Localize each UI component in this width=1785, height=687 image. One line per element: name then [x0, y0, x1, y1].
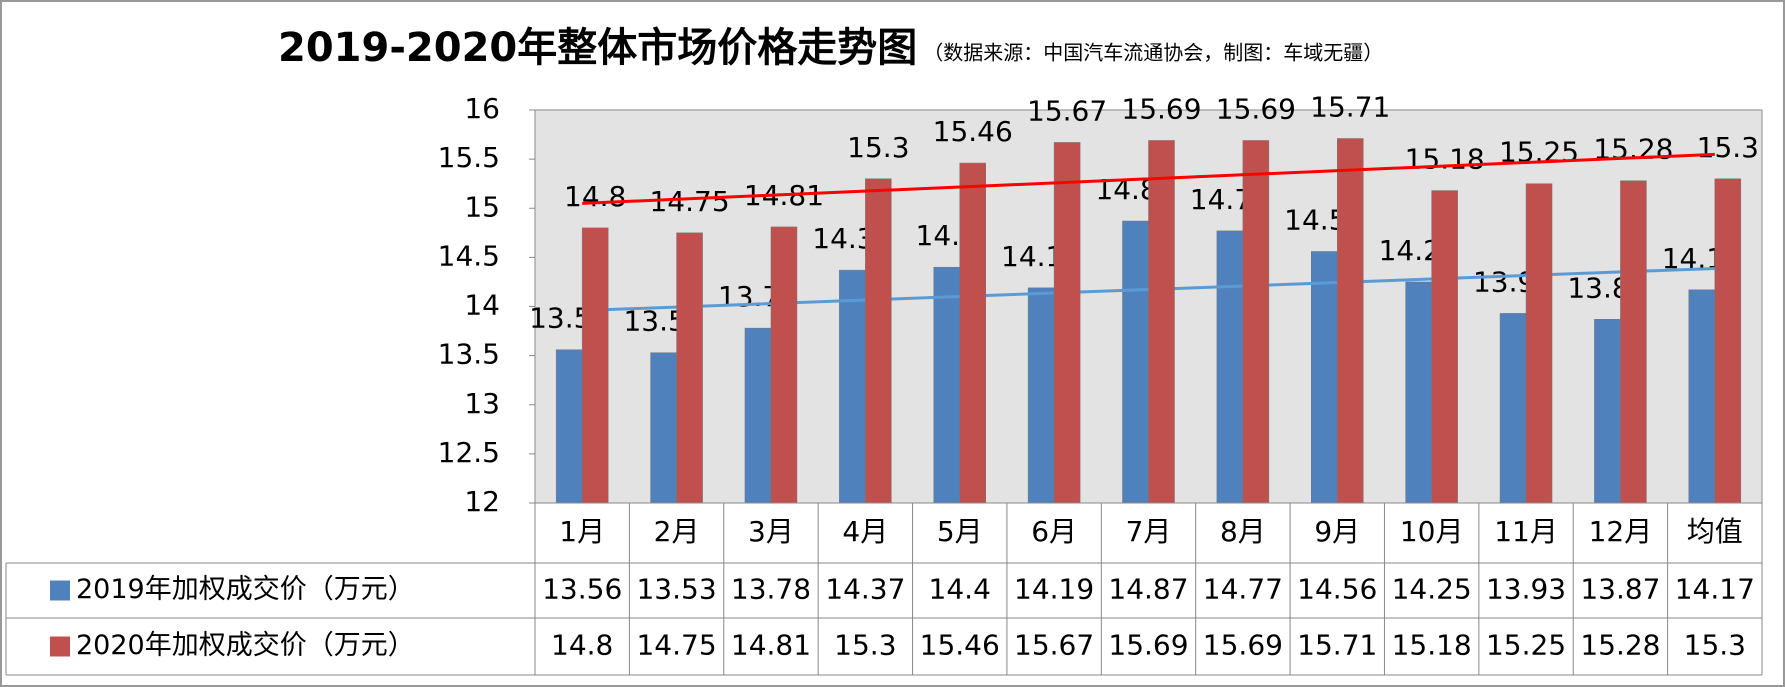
y-tick-label: 13.5: [438, 338, 500, 371]
table-cell: 15.28: [1580, 629, 1660, 662]
x-tick-label: 9月: [1314, 515, 1360, 548]
data-label: 15.28: [1593, 133, 1673, 166]
x-tick-label: 均值: [1687, 515, 1743, 548]
x-tick-label: 4月: [842, 515, 888, 548]
table-cell: 14.37: [825, 573, 905, 606]
table-cell: 14.75: [636, 629, 716, 662]
bar: [1714, 178, 1742, 504]
data-label: 15.3: [847, 131, 909, 164]
table-cell: 14.77: [1203, 573, 1283, 606]
table-cell: 15.18: [1392, 629, 1472, 662]
table-cell: 15.46: [920, 629, 1000, 662]
table-cell: 13.56: [542, 573, 622, 606]
y-tick-label: 15: [464, 190, 500, 223]
bar: [650, 352, 677, 504]
data-label: 15.69: [1216, 92, 1296, 125]
table-cell: 15.25: [1486, 629, 1566, 662]
bar: [581, 227, 609, 504]
table-cell: 14.25: [1392, 573, 1472, 606]
bar: [770, 226, 798, 504]
legend-label: 2020年加权成交价（万元）: [76, 630, 415, 661]
chart-subtitle: （数据来源：中国汽车流通协会，制图：车域无疆）: [923, 41, 1383, 65]
bar: [1216, 230, 1244, 504]
data-label: 15.46: [933, 115, 1013, 148]
x-tick-label: 2月: [654, 515, 700, 548]
table-cell: 15.69: [1108, 629, 1188, 662]
bar: [1311, 251, 1338, 504]
y-tick-label: 14: [464, 289, 500, 322]
x-tick-label: 12月: [1589, 515, 1653, 548]
bar: [1431, 190, 1458, 504]
data-label: 15.18: [1405, 143, 1485, 176]
legend-label: 2019年加权成交价（万元）: [76, 574, 415, 605]
table-cell: 13.53: [636, 573, 716, 606]
y-tick-label: 12.5: [438, 436, 500, 469]
data-label: 15.67: [1027, 94, 1107, 127]
data-label: 15.69: [1121, 92, 1201, 125]
table-cell: 14.4: [929, 573, 991, 606]
y-tick-label: 12: [464, 485, 500, 518]
table-cell: 13.87: [1580, 573, 1660, 606]
x-tick-label: 1月: [559, 515, 605, 548]
table-cell: 15.67: [1014, 629, 1094, 662]
bar: [1620, 180, 1647, 504]
x-tick-label: 3月: [748, 515, 794, 548]
bar: [555, 349, 583, 504]
x-tick-label: 7月: [1126, 515, 1172, 548]
bar: [1242, 140, 1270, 504]
legend-swatch: [50, 580, 70, 601]
bar: [839, 269, 866, 504]
x-tick-label: 8月: [1220, 515, 1266, 548]
y-tick-label: 13: [464, 387, 500, 420]
x-tick-label: 10月: [1400, 515, 1464, 548]
bar: [1148, 140, 1175, 504]
bar: [1594, 319, 1621, 504]
x-tick-label: 6月: [1031, 515, 1077, 548]
bar: [1337, 138, 1364, 504]
chart-title: 2019-2020年整体市场价格走势图: [278, 25, 917, 71]
bar: [959, 162, 986, 504]
y-tick-label: 14.5: [438, 239, 500, 272]
table-cell: 15.3: [834, 629, 896, 662]
bar: [1499, 313, 1527, 504]
table-cell: 14.81: [731, 629, 811, 662]
bar: [1405, 281, 1432, 504]
data-label: 14.8: [564, 180, 626, 213]
bar: [865, 178, 892, 504]
table-cell: 14.56: [1297, 573, 1377, 606]
table-cell: 15.3: [1684, 629, 1746, 662]
table-cell: 14.8: [551, 629, 613, 662]
x-tick-label: 5月: [937, 515, 983, 548]
table-cell: 14.87: [1108, 573, 1188, 606]
table-cell: 13.93: [1486, 573, 1566, 606]
trendline: [582, 152, 1715, 205]
data-label: 15.3: [1697, 131, 1759, 164]
x-tick-label: 11月: [1494, 515, 1558, 548]
table-cell: 14.17: [1675, 573, 1755, 606]
y-tick-label: 16: [464, 92, 500, 125]
table-cell: 13.78: [731, 573, 811, 606]
bar: [1688, 289, 1716, 504]
bar: [1027, 287, 1055, 504]
bar: [1122, 220, 1149, 504]
legend-swatch: [50, 636, 70, 657]
bar: [1525, 183, 1553, 504]
table-cell: 14.19: [1014, 573, 1094, 606]
bar: [1053, 142, 1081, 504]
table-cell: 15.71: [1297, 629, 1377, 662]
bar: [933, 266, 960, 504]
y-tick-label: 15.5: [438, 141, 500, 174]
table-cell: 15.69: [1203, 629, 1283, 662]
bar: [744, 327, 772, 504]
bar: [676, 232, 703, 504]
data-label: 15.71: [1310, 90, 1390, 123]
